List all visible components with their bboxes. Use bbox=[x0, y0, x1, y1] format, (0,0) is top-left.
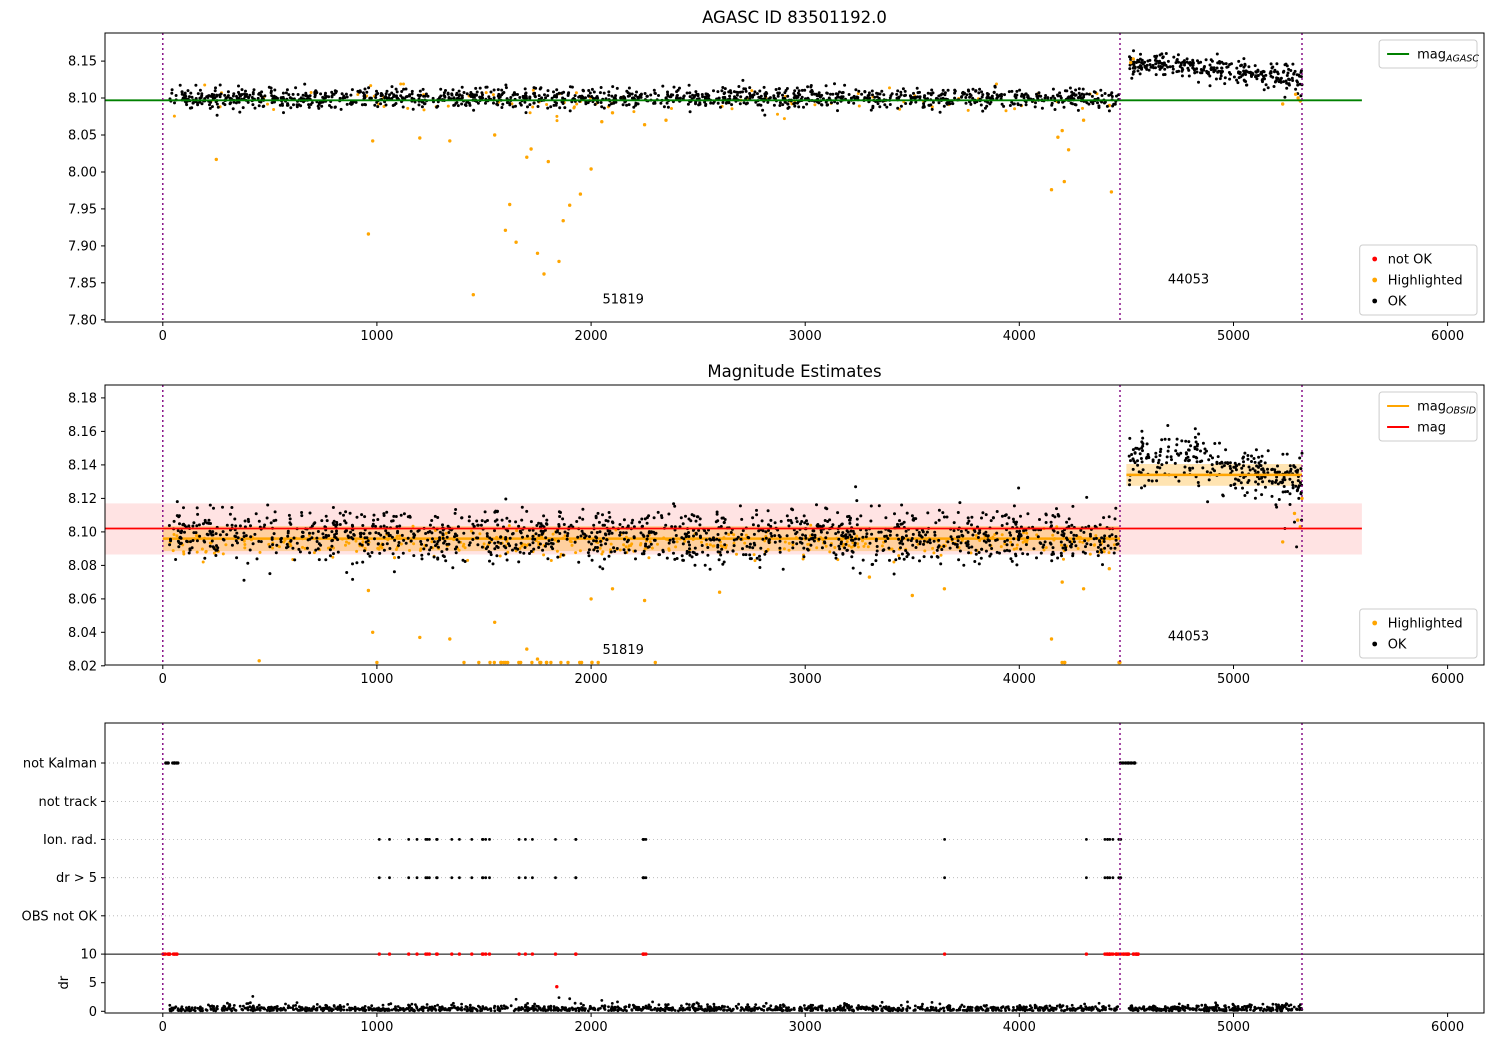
y-tick-label: 8.04 bbox=[68, 626, 97, 641]
legend-box bbox=[1359, 244, 1478, 316]
x-tick-label: 6000 bbox=[1431, 329, 1464, 344]
plot-0: 51819 44053 0 1000 2000 3000 4000 5000 6000 7.80 7… bbox=[68, 8, 1485, 344]
y-tick-label: 8.08 bbox=[68, 559, 97, 574]
y-tick-label: 7.85 bbox=[68, 276, 97, 291]
y-tick-label: 8.10 bbox=[68, 525, 97, 540]
plot-2: 0 1000 2000 3000 4000 5000 6000 not Kalman not t… bbox=[22, 722, 1485, 1035]
series-ok-seg2-tail bbox=[1283, 83, 1304, 99]
y-tick-label: 8.15 bbox=[68, 55, 97, 70]
plot-title: Magnitude Estimates bbox=[707, 362, 881, 381]
obsid-annotation: 44053 bbox=[1168, 273, 1209, 288]
legend-dot-sample bbox=[1372, 256, 1378, 262]
plot-title: AGASC ID 83501192.0 bbox=[702, 8, 887, 27]
x-tick-label: 0 bbox=[159, 672, 167, 687]
series-flag-dr-gt-5 bbox=[377, 876, 1123, 880]
series-ok-seg2 bbox=[1128, 49, 1303, 92]
legend-label: OK bbox=[1388, 638, 1407, 653]
legend-box bbox=[1378, 39, 1478, 69]
legend-label: Highlighted bbox=[1388, 617, 1463, 632]
x-tick-label: 0 bbox=[159, 1020, 167, 1035]
series-flag-ion-rad bbox=[377, 838, 1123, 841]
y-tick-label: 7.90 bbox=[68, 239, 97, 254]
series-highlighted-outliers bbox=[257, 567, 1112, 665]
y-tick-label: 8.05 bbox=[68, 129, 97, 144]
x-tick-label: 6000 bbox=[1431, 1020, 1464, 1035]
y-tick-label: 7.95 bbox=[68, 202, 97, 217]
x-tick-label: 4000 bbox=[1003, 1020, 1036, 1035]
obsid-annotation: 51819 bbox=[603, 643, 644, 658]
y-tick-label: 8.06 bbox=[68, 592, 97, 607]
x-tick-label: 3000 bbox=[789, 672, 822, 687]
axes-frame bbox=[104, 722, 1485, 1014]
obsid-annotation: 44053 bbox=[1168, 630, 1209, 645]
y-tick-label: 7.80 bbox=[68, 313, 97, 328]
legend-label: mag bbox=[1417, 421, 1446, 436]
flag-category-label: Ion. rad. bbox=[43, 833, 97, 848]
series-highlighted-outliers bbox=[214, 103, 1114, 297]
y-tick-label: 8.18 bbox=[68, 391, 97, 406]
series-highlighted-bottom-row bbox=[462, 660, 1122, 665]
plot-1-data-area bbox=[105, 424, 1362, 665]
legend-dot-sample bbox=[1372, 277, 1378, 283]
y-tick-label: 8.00 bbox=[68, 166, 97, 181]
x-tick-label: 5000 bbox=[1217, 672, 1250, 687]
x-tick-label: 1000 bbox=[360, 672, 393, 687]
x-tick-label: 1000 bbox=[360, 329, 393, 344]
legend-box bbox=[1359, 608, 1478, 659]
legend-label: magOBSID bbox=[1417, 400, 1476, 417]
obsid-annotation: 51819 bbox=[603, 293, 644, 308]
axes-frame bbox=[104, 384, 1485, 666]
y-tick-label: 8.12 bbox=[68, 492, 97, 507]
legend-label: not OK bbox=[1388, 253, 1433, 268]
x-tick-label: 3000 bbox=[789, 329, 822, 344]
legend-dot-sample bbox=[1372, 298, 1378, 304]
x-tick-label: 3000 bbox=[789, 1020, 822, 1035]
x-tick-label: 5000 bbox=[1217, 329, 1250, 344]
y-tick-label: 8.16 bbox=[68, 425, 97, 440]
x-tick-label: 1000 bbox=[360, 1020, 393, 1035]
plot-1: 51819 44053 0 1000 2000 3000 4000 5000 6000 8.02 8… bbox=[68, 362, 1485, 687]
plot-2-data-area bbox=[105, 761, 1484, 1013]
legend-label: Highlighted bbox=[1388, 274, 1463, 289]
y-tick-label: 8.02 bbox=[68, 659, 97, 674]
flag-category-label: OBS not OK bbox=[22, 909, 98, 924]
y-axis-label-dr: dr bbox=[57, 975, 72, 989]
x-tick-label: 2000 bbox=[575, 329, 608, 344]
y-tick-label: 8.10 bbox=[68, 92, 97, 107]
x-tick-label: 4000 bbox=[1003, 672, 1036, 687]
x-tick-label: 6000 bbox=[1431, 672, 1464, 687]
series-ok-main bbox=[168, 78, 1121, 117]
plot-0-data-area bbox=[105, 49, 1362, 297]
series-dr-clipped-at-10 bbox=[161, 952, 1140, 956]
y-tick-label: 8.14 bbox=[68, 458, 97, 473]
flag-category-label: dr > 5 bbox=[56, 871, 97, 886]
series-dr-red-outlier bbox=[555, 985, 559, 989]
x-tick-label: 4000 bbox=[1003, 329, 1036, 344]
legend-label: magAGASC bbox=[1417, 48, 1479, 65]
series-ok-seg2 bbox=[1127, 424, 1304, 524]
dr-tick-label: 5 bbox=[89, 976, 97, 991]
flag-category-label: not track bbox=[38, 795, 97, 810]
series-dr-values bbox=[168, 1000, 1304, 1013]
legend-dot-sample bbox=[1372, 620, 1378, 626]
dr-tick-label: 10 bbox=[80, 948, 97, 963]
legend-label: OK bbox=[1388, 295, 1407, 310]
x-tick-label: 2000 bbox=[575, 1020, 608, 1035]
series-dr-black-outliers bbox=[251, 995, 604, 1002]
x-tick-label: 2000 bbox=[575, 672, 608, 687]
axes-frame bbox=[104, 32, 1485, 323]
x-tick-label: 0 bbox=[159, 329, 167, 344]
dr-tick-label: 0 bbox=[89, 1005, 97, 1020]
legend-dot-sample bbox=[1372, 641, 1378, 647]
series-ok-main bbox=[167, 485, 1120, 582]
legend-box bbox=[1378, 391, 1478, 442]
series-flag-not-kalman bbox=[164, 761, 1137, 765]
flag-category-label: not Kalman bbox=[23, 757, 97, 772]
x-tick-label: 5000 bbox=[1217, 1020, 1250, 1035]
